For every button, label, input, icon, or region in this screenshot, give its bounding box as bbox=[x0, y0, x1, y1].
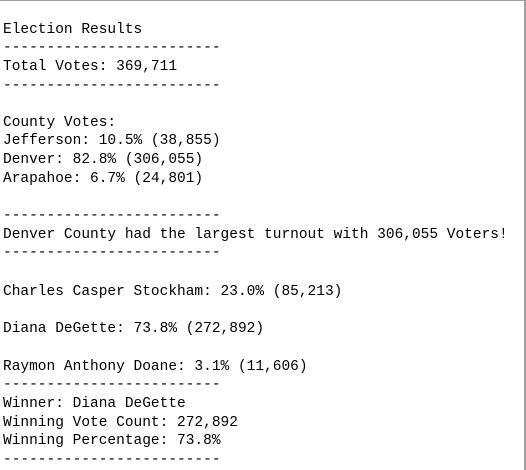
separator: ------------------------- bbox=[3, 78, 221, 94]
candidate: Charles Casper Stockham: 23.0% (85,213) bbox=[3, 284, 343, 300]
candidate: Diana DeGette: 73.8% (272,892) bbox=[3, 321, 265, 337]
candidate: Raymon Anthony Doane: 3.1% (11,606) bbox=[3, 359, 308, 375]
county: Arapahoe: 6.7% (24,801) bbox=[3, 171, 204, 187]
title: Election Results bbox=[3, 22, 143, 38]
separator: ------------------------- bbox=[3, 245, 221, 261]
winner: Winner: Diana DeGette bbox=[3, 396, 186, 412]
separator: ------------------------- bbox=[3, 377, 221, 393]
separator: ------------------------- bbox=[3, 452, 221, 468]
heading: County Votes: bbox=[3, 115, 117, 131]
total: Total Votes: 369,711 bbox=[3, 59, 178, 75]
county: Denver: 82.8% (306,055) bbox=[3, 152, 204, 168]
separator: ------------------------- bbox=[3, 208, 221, 224]
winner: Winning Vote Count: 272,892 bbox=[3, 415, 238, 431]
county: Jefferson: 10.5% (38,855) bbox=[3, 133, 221, 149]
winner: Winning Percentage: 73.8% bbox=[3, 433, 221, 449]
turnout: Denver County had the largest turnout wi… bbox=[3, 227, 508, 243]
separator: ------------------------- bbox=[3, 40, 221, 56]
